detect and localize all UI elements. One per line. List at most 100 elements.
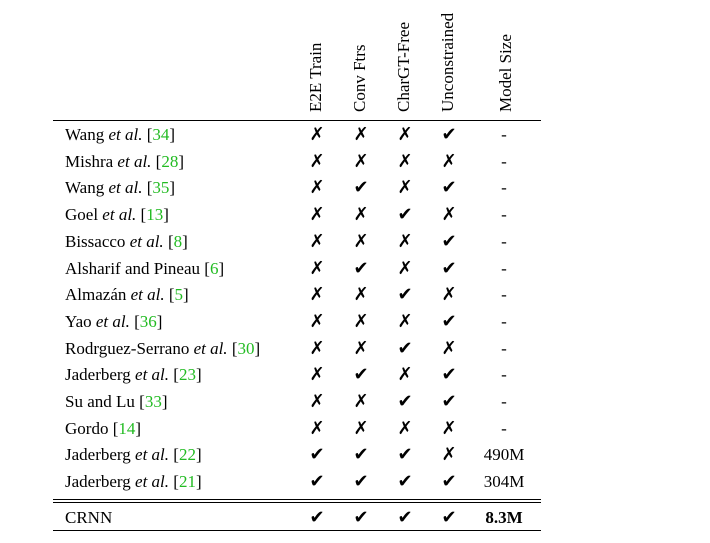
- mark-e2e-train: ✗: [309, 310, 325, 332]
- header-chargt-free: CharGT-Free: [394, 21, 413, 112]
- mark-conv-ftrs: ✔: [353, 257, 369, 279]
- table-row-crnn: CRNN ✔ ✔ ✔ ✔ 8.3M: [0, 505, 710, 531]
- model-size: 8.3M: [485, 508, 523, 527]
- citation-link[interactable]: 5: [174, 285, 184, 305]
- model-size: -: [501, 418, 507, 438]
- author-name: Su and Lu: [65, 392, 140, 411]
- top-rule: [53, 120, 541, 121]
- mark-e2e-train: ✔: [309, 471, 325, 493]
- method-name: Mishra et al. [28]: [65, 151, 185, 171]
- mark-e2e-train: ✗: [309, 337, 325, 359]
- mark-e2e-train: ✗: [309, 230, 325, 252]
- author-name: Jaderberg: [65, 365, 136, 385]
- author-name: Mishra: [65, 151, 118, 171]
- mark-unconstrained: ✗: [441, 444, 457, 466]
- model-size: -: [501, 338, 507, 358]
- mark-e2e-train: ✗: [309, 124, 325, 145]
- author-name: Gordo: [65, 418, 113, 438]
- author-name: Jaderberg: [65, 445, 136, 465]
- author-name: Wang: [65, 125, 109, 144]
- mark-chargt-free: ✗: [397, 124, 413, 145]
- mid-rule: [53, 499, 541, 500]
- mark-conv-ftrs: ✔: [353, 444, 369, 466]
- model-size: -: [501, 178, 507, 198]
- table-row: Goel et al. [13] ✗ ✗ ✔ ✗ -: [0, 202, 710, 228]
- mark-unconstrained: ✔: [441, 471, 457, 493]
- mark-conv-ftrs: ✗: [353, 150, 369, 172]
- bottom-rule: [53, 530, 541, 531]
- citation-link[interactable]: 22: [178, 445, 196, 465]
- table-row: Almazán et al. [5] ✗ ✗ ✔ ✗ -: [0, 282, 710, 308]
- mark-e2e-train: ✔: [309, 444, 325, 466]
- mark-conv-ftrs: ✗: [353, 417, 369, 439]
- citation-link[interactable]: 30: [237, 338, 255, 358]
- mark-chargt-free: ✗: [397, 230, 413, 252]
- author-name: Rodrguez-Serrano: [65, 338, 194, 358]
- mark-conv-ftrs: ✗: [353, 337, 369, 359]
- model-size: -: [501, 231, 507, 251]
- mark-chargt-free: ✔: [397, 471, 413, 493]
- mark-unconstrained: ✔: [441, 177, 457, 199]
- table-row: Su and Lu [33] ✗ ✗ ✔ ✔ -: [0, 389, 710, 415]
- citation-link[interactable]: 23: [178, 365, 196, 385]
- mark-chargt-free: ✔: [397, 391, 413, 412]
- mark-unconstrained: ✗: [441, 284, 457, 306]
- citation-link[interactable]: 35: [152, 178, 170, 198]
- table-row: Jaderberg et al. [21] ✔ ✔ ✔ ✔ 304M: [0, 469, 710, 495]
- header-e2e-train: E2E Train: [306, 42, 325, 112]
- model-size: -: [501, 285, 507, 305]
- citation-link[interactable]: 13: [146, 205, 164, 225]
- mark-chargt-free: ✗: [397, 150, 413, 172]
- mark-conv-ftrs: ✔: [353, 471, 369, 493]
- et-al: et al.: [135, 365, 170, 385]
- mark-chargt-free: ✗: [397, 257, 413, 279]
- model-size: -: [501, 258, 507, 278]
- mark-e2e-train: ✗: [309, 284, 325, 306]
- et-al: et al.: [95, 311, 130, 331]
- et-al: et al.: [117, 151, 152, 171]
- citation-link[interactable]: 36: [139, 311, 157, 331]
- mark-e2e-train: ✗: [309, 364, 325, 386]
- mark-e2e-train: ✗: [309, 177, 325, 199]
- model-size: 304M: [483, 472, 525, 492]
- citation-link[interactable]: 6: [209, 258, 219, 278]
- author-name: Bissacco: [65, 231, 130, 251]
- mark-conv-ftrs: ✗: [353, 204, 369, 226]
- mark-conv-ftrs: ✗: [353, 391, 369, 412]
- mark-unconstrained: ✗: [441, 204, 457, 226]
- table-row: Wang et al. [34] ✗ ✗ ✗ ✔ -: [0, 122, 710, 148]
- mark-chargt-free: ✗: [397, 310, 413, 332]
- citation-link[interactable]: 21: [178, 472, 196, 492]
- mark-e2e-train: ✗: [309, 204, 325, 226]
- citation-link[interactable]: 33: [144, 392, 162, 411]
- mark-unconstrained: ✔: [441, 257, 457, 279]
- et-al: et al.: [130, 285, 165, 305]
- citation-link[interactable]: 8: [173, 231, 183, 251]
- mark-chargt-free: ✔: [397, 284, 413, 306]
- header-unconstrained: Unconstrained: [438, 12, 457, 112]
- mark-unconstrained: ✔: [441, 364, 457, 386]
- mark-e2e-train: ✗: [309, 391, 325, 412]
- mark-chargt-free: ✗: [397, 417, 413, 439]
- table-row: Rodrguez-Serrano et al. [30] ✗ ✗ ✔ ✗ -: [0, 336, 710, 362]
- citation-link[interactable]: 14: [118, 418, 136, 438]
- model-size: -: [501, 125, 507, 144]
- method-name: Gordo [14]: [65, 418, 142, 438]
- author-name: Yao: [65, 311, 96, 331]
- mark-chargt-free: ✔: [397, 444, 413, 466]
- method-name: CRNN: [65, 508, 113, 527]
- mark-unconstrained: ✗: [441, 150, 457, 172]
- mark-chargt-free: ✗: [397, 177, 413, 199]
- method-name: Su and Lu [33]: [65, 392, 168, 411]
- mark-e2e-train: ✗: [309, 257, 325, 279]
- method-name: Rodrguez-Serrano et al. [30]: [65, 338, 261, 358]
- et-al: et al.: [108, 125, 143, 144]
- mark-unconstrained: ✔: [441, 310, 457, 332]
- mid-rule-2: [53, 502, 541, 503]
- mark-conv-ftrs: ✗: [353, 230, 369, 252]
- citation-link[interactable]: 34: [152, 125, 170, 144]
- citation-link[interactable]: 28: [161, 151, 179, 171]
- table-row: Gordo [14] ✗ ✗ ✗ ✗ -: [0, 416, 710, 442]
- et-al: et al.: [102, 205, 137, 225]
- method-name: Alsharif and Pineau [6]: [65, 258, 225, 278]
